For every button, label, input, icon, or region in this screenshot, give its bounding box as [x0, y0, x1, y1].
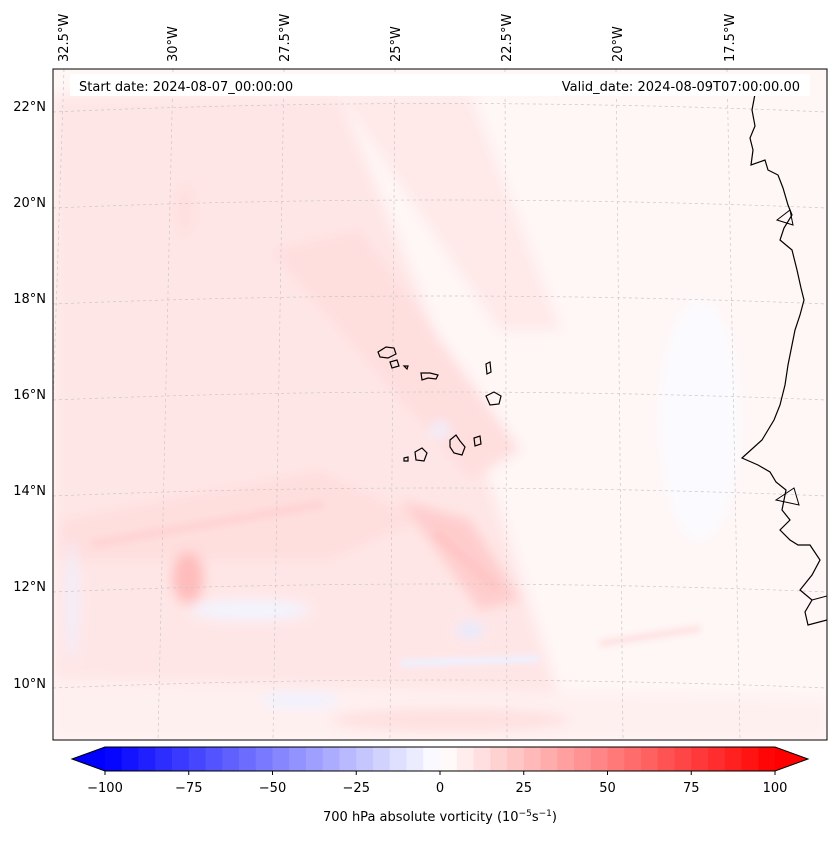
colorbar-segment [674, 747, 692, 771]
lon-label: 32.5°W [57, 14, 72, 62]
colorbar-ticks [104, 771, 776, 775]
lat-label: 18°N [13, 292, 46, 307]
colorbar-extend-min [72, 747, 105, 771]
colorbar-tick-label: 0 [436, 781, 444, 796]
colorbar-segment [607, 747, 625, 771]
longitude-labels: 32.5°W 30°W 27.5°W 25°W 22.5°W 20°W 17.5… [57, 14, 738, 62]
colorbar-segment [456, 747, 474, 771]
colorbar-segment [121, 747, 139, 771]
island-sao-nicolau [420, 372, 439, 381]
colorbar-tick-label: −75 [175, 781, 202, 796]
island-santiago [449, 434, 466, 456]
start-date-label: Start date: 2024-08-07_00:00:00 [79, 80, 293, 95]
colorbar-segment [188, 747, 206, 771]
colorbar-segment [356, 747, 374, 771]
colorbar-tick-label: 50 [599, 781, 616, 796]
colorbar-segment [574, 747, 592, 771]
colorbar-segment [540, 747, 558, 771]
colorbar-segment [741, 747, 759, 771]
colorbar-segments [105, 747, 776, 771]
colorbar-segment [239, 747, 257, 771]
colorbar-segment [172, 747, 190, 771]
map-area [53, 69, 827, 740]
colorbar-segment [708, 747, 726, 771]
colorbar-segment [389, 747, 407, 771]
colorbar-segment [373, 747, 391, 771]
lon-label: 22.5°W [500, 14, 515, 62]
coast-islands-bissagos [774, 487, 800, 506]
lat-label: 16°N [13, 388, 46, 403]
colorbar-segment [641, 747, 659, 771]
colorbar-tick-label: −25 [343, 781, 370, 796]
lat-label: 10°N [13, 677, 46, 692]
colorbar-segment [724, 747, 742, 771]
colorbar-segment [557, 747, 575, 771]
colorbar-segment [440, 747, 458, 771]
colorbar-segment [657, 747, 675, 771]
lat-label: 20°N [13, 196, 46, 211]
latitude-labels: 22°N 20°N 18°N 16°N 14°N 12°N 10°N [13, 100, 46, 692]
island-fogo [414, 447, 428, 462]
colorbar-segment [624, 747, 642, 771]
colorbar-segment [205, 747, 223, 771]
island-maio [473, 435, 482, 447]
lon-label: 17.5°W [723, 14, 738, 62]
vorticity-streaks [90, 500, 700, 667]
colorbar-segment [272, 747, 290, 771]
colorbar-segment [490, 747, 508, 771]
colorbar-tick-label: 25 [515, 781, 532, 796]
lat-label: 22°N [13, 100, 46, 115]
colorbar-segment [590, 747, 608, 771]
colorbar-segment [289, 747, 307, 771]
lon-label: 20°W [611, 26, 626, 62]
colorbar: −100 −75 −50 −25 0 25 50 75 100 700 hPa … [70, 746, 810, 825]
lat-label: 14°N [13, 484, 46, 499]
title-strip [70, 74, 810, 96]
colorbar-segment [758, 747, 776, 771]
colorbar-label: 700 hPa absolute vorticity (10−5s−1) [323, 809, 557, 825]
colorbar-segment [322, 747, 340, 771]
colorbar-segment [105, 747, 123, 771]
colorbar-tick-label: 100 [763, 781, 788, 796]
island-brava [403, 456, 409, 462]
map-gridlines [53, 69, 827, 740]
lat-label: 12°N [13, 580, 46, 595]
colorbar-segment [155, 747, 173, 771]
colorbar-tick-label: −50 [259, 781, 286, 796]
lon-label: 25°W [389, 26, 404, 62]
colorbar-segment [255, 747, 273, 771]
coast-detail [811, 595, 827, 601]
map-frame [52, 68, 828, 741]
lon-label: 30°W [166, 26, 181, 62]
island-santa-luzia [402, 365, 409, 371]
colorbar-segment [138, 747, 156, 771]
colorbar-segment [473, 747, 491, 771]
colorbar-extend-max [775, 747, 808, 771]
colorbar-tick-label: 75 [683, 781, 700, 796]
colorbar-segment [222, 747, 240, 771]
colorbar-tick-labels: −100 −75 −50 −25 0 25 50 75 100 [87, 781, 787, 796]
coast-inlet [775, 209, 794, 226]
colorbar-tick-label: −100 [87, 781, 123, 796]
valid-date-label: Valid_date: 2024-08-09T07:00:00.00 [562, 80, 800, 95]
colorbar-segment [507, 747, 525, 771]
island-sao-vicente [389, 359, 400, 369]
colorbar-segment [423, 747, 441, 771]
island-boa-vista [485, 391, 502, 406]
colorbar-segment [339, 747, 357, 771]
lon-label: 27.5°W [278, 14, 293, 62]
colorbar-segment [691, 747, 709, 771]
cape-verde-islands [377, 346, 502, 462]
west-africa-coastline [740, 93, 827, 626]
colorbar-segment [406, 747, 424, 771]
colorbar-segment [306, 747, 324, 771]
colorbar-segment [523, 747, 541, 771]
island-sal [485, 361, 492, 375]
island-santo-antao [377, 346, 397, 359]
